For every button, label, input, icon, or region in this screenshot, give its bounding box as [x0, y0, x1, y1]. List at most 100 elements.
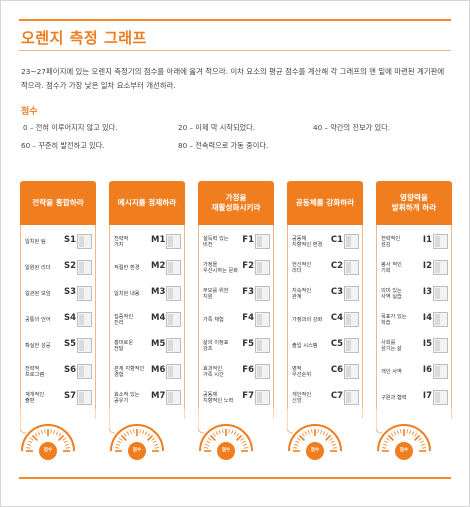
factor-row: 구원과 협력 I7 [377, 385, 453, 411]
score-entry-box[interactable] [77, 390, 92, 405]
factor-row: 개인적인 신앙 C7 [288, 385, 364, 411]
column-3: 가정을 재활성화시키라 설득력 있는 비전 F1 가정을 우선시하는 문화 F2 부모를 … [198, 181, 274, 461]
factor-label: 흥미로운 전달 [114, 339, 134, 353]
factor-label: 목표가 있는 학습 [381, 313, 407, 327]
factor-code: S3 [63, 287, 76, 297]
score-entry-box[interactable] [433, 286, 448, 301]
score-entry-box[interactable] [433, 260, 448, 275]
factor-code: C5 [330, 339, 343, 349]
factor-label: 사회를 섬기는 삶 [381, 339, 402, 353]
score-entry-box[interactable] [166, 390, 181, 405]
factor-code: F4 [242, 313, 254, 323]
score-entry-box[interactable] [255, 364, 270, 379]
score-entry-box[interactable] [166, 234, 181, 249]
score-entry-box[interactable] [433, 234, 448, 249]
factor-label: 개인적인 신앙 [292, 391, 312, 405]
score-entry-box[interactable] [255, 234, 270, 249]
score-entry-box[interactable] [77, 234, 92, 249]
score-gauge[interactable]: 점수 [376, 409, 452, 461]
factor-label: 공동체 지향적인 노력 [203, 391, 234, 405]
factor-row: 공통의 언어 S4 [21, 307, 97, 333]
factor-label: 전략적인 섬김 [381, 235, 401, 249]
factor-label: 관계 지향적인 경험 [114, 365, 145, 379]
score-entry-box[interactable] [77, 338, 92, 353]
factor-label: 전략적 가치 [114, 235, 129, 249]
column-title: 가정을 재활성화시키라 [211, 193, 261, 212]
score-entry-box[interactable] [344, 390, 359, 405]
factor-label: 출입 시스템 [292, 342, 318, 349]
factor-row: 일치된 내용 M3 [110, 281, 186, 307]
factor-label: 부모를 위한 지원 [203, 287, 229, 301]
score-0: 0 – 전혀 이루어지지 않고 있다. [23, 123, 118, 132]
factor-code: C2 [330, 261, 343, 271]
column-header: 전략을 통합하라 [20, 181, 96, 232]
score-entry-box[interactable] [433, 390, 448, 405]
factor-label: 의미 있는 사역 실습 [381, 287, 402, 301]
factor-code: I5 [422, 339, 432, 349]
score-entry-box[interactable] [255, 286, 270, 301]
score-entry-box[interactable] [77, 364, 92, 379]
score-entry-box[interactable] [255, 338, 270, 353]
factor-label: 일원된 리더 [25, 264, 51, 271]
factor-code: M3 [151, 287, 166, 297]
gauge-dial-icon [109, 409, 185, 460]
gauge-label: 점수 [132, 448, 142, 453]
factor-code: C6 [330, 365, 343, 375]
score-entry-box[interactable] [255, 312, 270, 327]
factor-code: C1 [330, 235, 343, 245]
score-entry-box[interactable] [166, 260, 181, 275]
factor-row: 전략적 가치 M1 [110, 229, 186, 255]
score-entry-box[interactable] [344, 234, 359, 249]
score-entry-box[interactable] [166, 338, 181, 353]
factor-row: 계개적인 출판 S7 [21, 385, 97, 411]
factor-code: I1 [422, 235, 432, 245]
factor-label: 일치된 내용 [114, 290, 140, 297]
score-entry-box[interactable] [166, 312, 181, 327]
column-1: 전략을 통합하라 일치된 팀 S1 일원된 리더 S2 일관된 모임 S3 공통의 언어 S4 확… [20, 181, 96, 461]
score-80: 80 – 전속력으로 가동 중이다. [178, 141, 269, 150]
score-20: 20 – 이제 막 시작되었다. [178, 123, 256, 132]
gauge-label: 점수 [43, 448, 53, 453]
factor-label: 전략적 프로그램 [25, 365, 45, 379]
factor-label: 개인 사역 [381, 368, 402, 375]
page-title: 오렌지 측정 그래프 [21, 29, 147, 47]
score-gauge[interactable]: 점수 [287, 409, 363, 461]
score-entry-box[interactable] [255, 260, 270, 275]
factor-row: 효소적 있는 공유기 M7 [110, 385, 186, 411]
score-gauge[interactable]: 점수 [198, 409, 274, 461]
gauge-label: 점수 [221, 448, 231, 453]
factor-row: 부모를 위한 지원 F3 [199, 281, 275, 307]
factor-label: 적절한 환경 [114, 264, 140, 271]
factor-row: 일원된 리더 S2 [21, 255, 97, 281]
score-entry-box[interactable] [166, 286, 181, 301]
factor-row: 전략적인 섬김 I1 [377, 229, 453, 255]
score-entry-box[interactable] [77, 312, 92, 327]
score-entry-box[interactable] [433, 364, 448, 379]
score-entry-box[interactable] [344, 338, 359, 353]
score-40: 40 – 약간의 진보가 있다. [313, 123, 391, 132]
score-entry-box[interactable] [433, 312, 448, 327]
gauge-label: 점수 [310, 448, 320, 453]
column-body: 일치된 팀 S1 일원된 리더 S2 일관된 모임 S3 공통의 언어 S4 확실한 성공 S5 전… [20, 225, 96, 409]
factor-row: 지속적인 관계 C3 [288, 281, 364, 307]
score-entry-box[interactable] [77, 286, 92, 301]
score-entry-box[interactable] [77, 260, 92, 275]
gauge-columns: 전략을 통합하라 일치된 팀 S1 일원된 리더 S2 일관된 모임 S3 공통의 언어 S4 확… [20, 181, 452, 461]
column-header: 공동체를 강화하라 [287, 181, 363, 232]
factor-code: I4 [422, 313, 432, 323]
score-entry-box[interactable] [344, 364, 359, 379]
score-entry-box[interactable] [166, 364, 181, 379]
factor-row: 효과적인 가족 시간 F6 [199, 359, 275, 385]
score-entry-box[interactable] [255, 390, 270, 405]
factor-code: S2 [63, 261, 76, 271]
factor-row: 일관된 모임 S3 [21, 281, 97, 307]
gauge-dial-icon [20, 409, 96, 460]
factor-code: F2 [242, 261, 254, 271]
score-entry-box[interactable] [344, 312, 359, 327]
score-entry-box[interactable] [433, 338, 448, 353]
score-gauge[interactable]: 점수 [109, 409, 185, 461]
column-4: 공동체를 강화하라 공동체 지향적인 환경 C1 헌신적인 리더 C2 지속적인 관계 C3… [287, 181, 363, 461]
score-entry-box[interactable] [344, 260, 359, 275]
score-gauge[interactable]: 점수 [20, 409, 96, 461]
score-entry-box[interactable] [344, 286, 359, 301]
